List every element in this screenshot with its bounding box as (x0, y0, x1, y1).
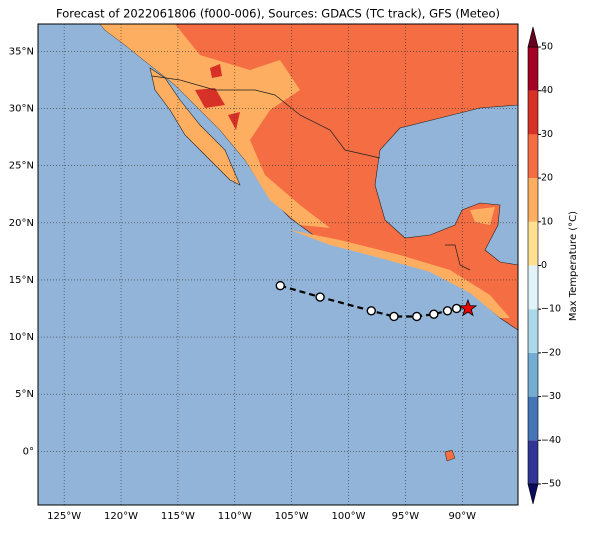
track-point (389, 311, 399, 322)
grid: 125°W 120°W 115°W 110°W 105°W 100°W 95°W 90°W 0°… (9, 24, 518, 522)
colorbar-segment (528, 309, 538, 353)
track-point (315, 292, 325, 302)
colorbar-tick-label: −20 (541, 347, 561, 358)
x-tick-label: 120°W (104, 511, 138, 522)
x-tick-label: 105°W (275, 511, 309, 522)
colorbar-tick-label: 10 (541, 216, 553, 227)
x-tick-label: 115°W (161, 511, 195, 522)
colorbar-tick-label: 40 (541, 85, 553, 96)
y-tick-label: 10°N (9, 332, 34, 343)
colorbar-segment (528, 440, 538, 484)
colorbar-tick-label: −40 (541, 435, 561, 446)
y-tick-label: 15°N (9, 275, 34, 286)
warm-area (100, 24, 330, 228)
y-tick-label: 5°N (15, 389, 34, 400)
colorbar-tick-label: 50 (541, 42, 553, 53)
track-point (412, 311, 422, 322)
track-point (366, 306, 376, 316)
colorbar-tick-label: 0 (541, 260, 547, 271)
y-tick-label: 25°N (9, 161, 34, 172)
track-point (429, 309, 439, 319)
x-tick-label: 100°W (332, 511, 366, 522)
colorbar-extend-top (527, 26, 539, 48)
colorbar-segment (528, 265, 538, 310)
x-tick-label: 125°W (47, 511, 81, 522)
colorbar-segment (528, 134, 538, 179)
current-position (458, 298, 478, 317)
baja (149, 67, 241, 186)
y-tick-label: 30°N (9, 104, 34, 115)
island (444, 449, 456, 462)
colorbar-segment (528, 178, 538, 222)
x-tick-label: 110°W (218, 511, 252, 522)
colorbar-tick-label: −30 (541, 391, 561, 402)
colorbar-segment (528, 221, 538, 266)
x-tick-label: 95°W (392, 511, 420, 522)
colorbar-segment (528, 90, 538, 135)
track (275, 280, 478, 322)
track-point (275, 280, 285, 291)
colorbar-label: Max Temperature (°C) (568, 211, 579, 321)
track-point (442, 306, 453, 316)
y-tick-label: 0° (23, 446, 34, 457)
track-point (451, 303, 462, 314)
colorbar-extend-bottom (527, 483, 539, 505)
border (151, 75, 471, 271)
colorbar-tick-label: 20 (541, 173, 553, 184)
y-tick-label: 35°N (9, 46, 34, 57)
y-tick-label: 20°N (9, 218, 34, 229)
colorbar-tick-label: −50 (541, 479, 561, 490)
colorbar-segment (528, 396, 538, 441)
colorbar-segment (528, 47, 538, 91)
map (38, 24, 518, 505)
colorbar-segment (528, 352, 538, 397)
warm-area-coast (290, 207, 510, 318)
colorbar: −50 −40 −30 −20 −10 0 10 20 30 40 50 (527, 26, 561, 505)
colorbar-tick-label: 30 (541, 129, 553, 140)
hot-area (195, 64, 240, 130)
map-frame (37, 23, 519, 506)
colorbar-tick-label: −10 (541, 304, 561, 315)
title: Forecast of 2022061806 (f000-006), Sourc… (56, 7, 500, 21)
x-tick-label: 90°W (448, 511, 476, 522)
